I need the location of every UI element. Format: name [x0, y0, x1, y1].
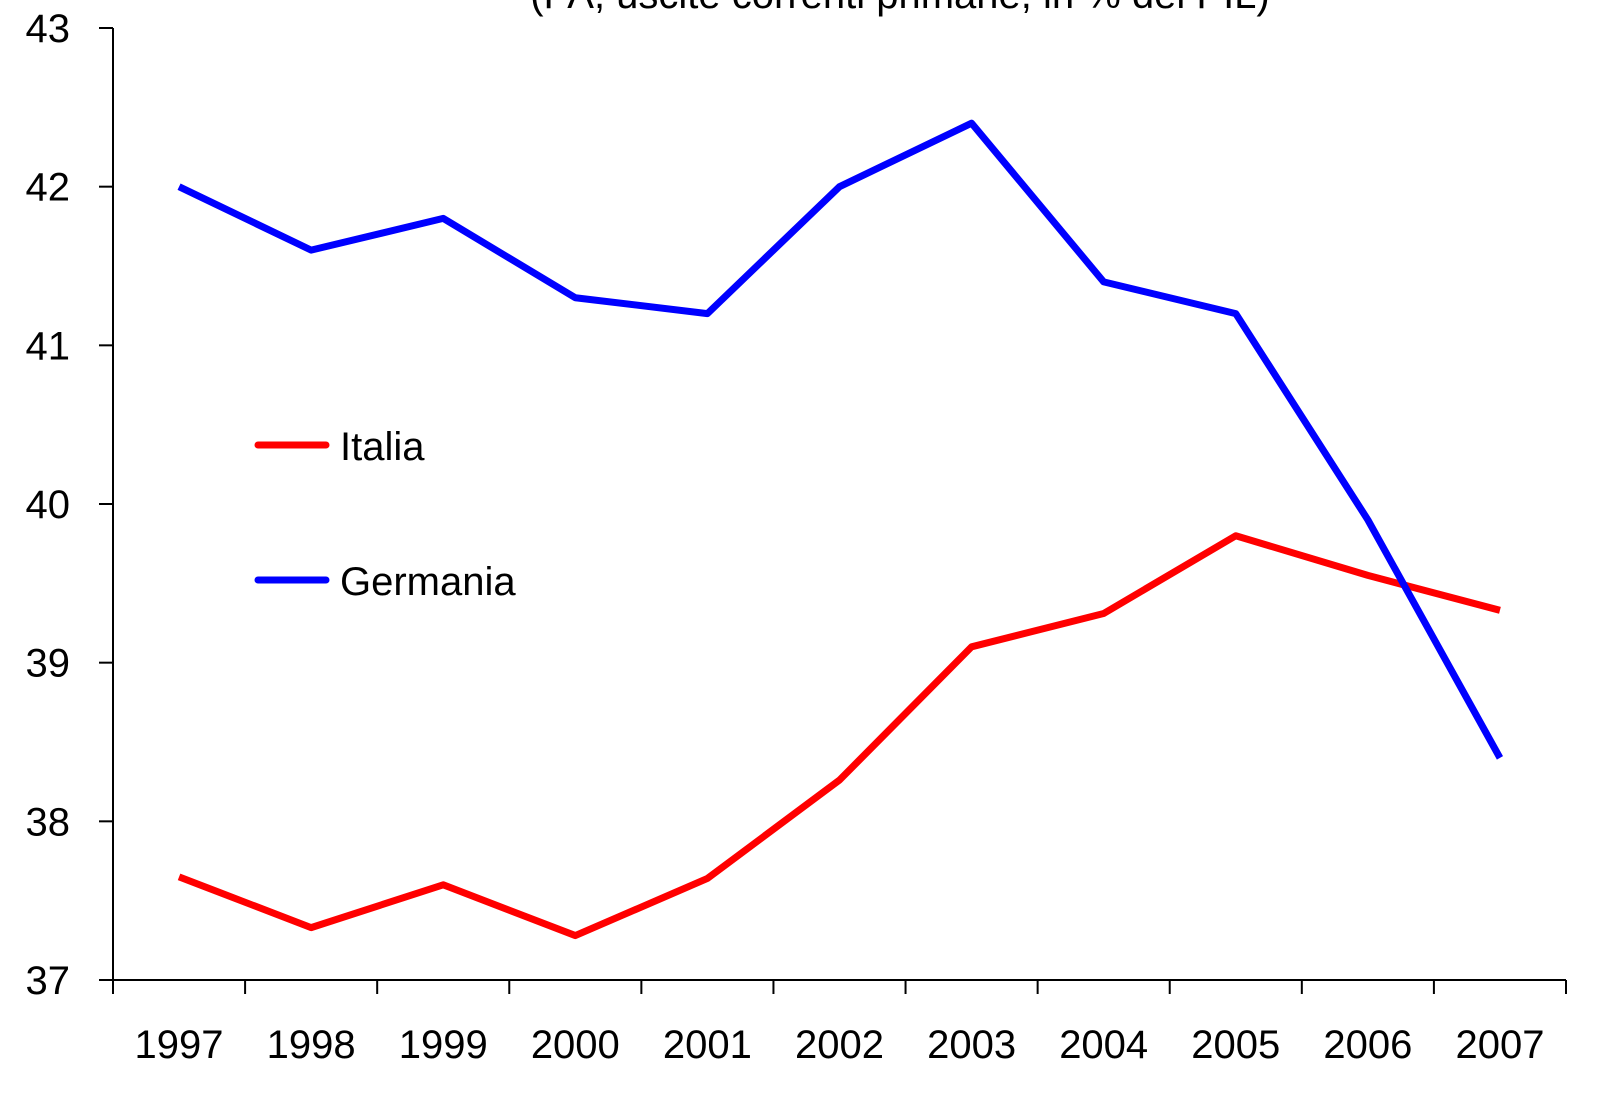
y-tick-label: 39: [26, 642, 71, 686]
x-tick-label: 2001: [663, 1023, 752, 1067]
y-tick-label: 40: [26, 483, 71, 527]
legend-label: Germania: [340, 560, 516, 604]
x-tick-label: 2005: [1191, 1023, 1280, 1067]
y-tick-label: 43: [26, 7, 71, 51]
legend-label: Italia: [340, 425, 425, 469]
x-tick-label: 2007: [1455, 1023, 1544, 1067]
chart-subtitle: (PA, uscite correnti primarie, in % del …: [530, 0, 1270, 17]
y-tick-label: 41: [26, 324, 71, 368]
x-tick-label: 2002: [795, 1023, 884, 1067]
y-tick-label: 37: [26, 959, 71, 1003]
x-tick-label: 2003: [927, 1023, 1016, 1067]
x-tick-label: 2004: [1059, 1023, 1148, 1067]
x-tick-label: 1999: [399, 1023, 488, 1067]
y-tick-label: 38: [26, 800, 71, 844]
x-tick-label: 2000: [531, 1023, 620, 1067]
y-tick-label: 42: [26, 166, 71, 210]
x-tick-label: 1997: [135, 1023, 224, 1067]
series-line: [177, 119, 1504, 760]
x-tick-label: 1998: [267, 1023, 356, 1067]
x-tick-label: 2006: [1323, 1023, 1412, 1067]
series-line: [177, 532, 1501, 940]
